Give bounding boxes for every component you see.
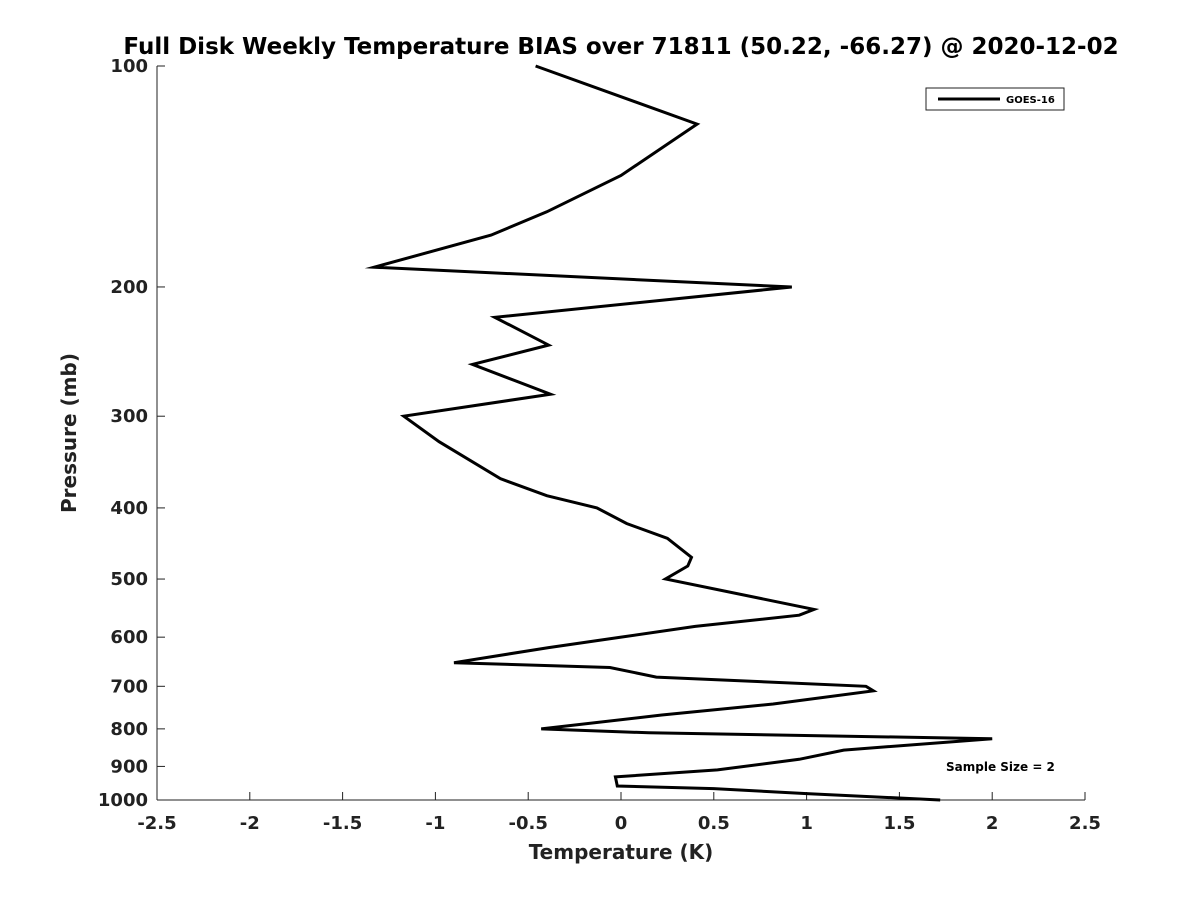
- y-tick-label: 1000: [98, 790, 148, 811]
- sample-size-annotation: Sample Size = 2: [946, 760, 1055, 774]
- y-tick-label: 300: [110, 406, 148, 427]
- legend: GOES-16: [925, 87, 1065, 111]
- y-tick-label: 800: [110, 719, 148, 740]
- y-axis-ticks: 100 200 300 400 500 600 700 800 900 1000: [98, 56, 165, 811]
- y-axis-label: Pressure (mb): [57, 353, 81, 513]
- y-tick-label: 400: [110, 498, 148, 519]
- y-tick-label: 600: [110, 627, 148, 648]
- x-tick-label: -1: [425, 813, 445, 834]
- series-line-goes-16: [364, 64, 993, 802]
- chart-title: Full Disk Weekly Temperature BIAS over 7…: [123, 34, 1118, 60]
- y-tick-label: 100: [110, 56, 148, 77]
- x-tick-label: -0.5: [509, 813, 548, 834]
- x-tick-label: 2.5: [1069, 813, 1101, 834]
- legend-entry-goes-16: GOES-16: [1006, 95, 1055, 106]
- x-tick-label: 1: [800, 813, 813, 834]
- y-tick-label: 200: [110, 277, 148, 298]
- y-tick-label: 900: [110, 756, 148, 777]
- y-tick-label: 500: [110, 569, 148, 590]
- x-tick-label: 1.5: [883, 813, 915, 834]
- x-tick-label: -2: [240, 813, 260, 834]
- x-tick-label: -1.5: [323, 813, 362, 834]
- x-tick-label: 2: [986, 813, 999, 834]
- x-tick-label: 0: [615, 813, 628, 834]
- x-tick-label: 0.5: [698, 813, 730, 834]
- y-tick-label: 700: [110, 676, 148, 697]
- x-axis-ticks: -2.5 -2 -1.5 -1 -0.5 0 0.5 1 1.5 2 2.5: [137, 792, 1101, 834]
- series-layer: [364, 64, 993, 802]
- x-axis-label: Temperature (K): [529, 840, 714, 864]
- x-tick-label: -2.5: [137, 813, 176, 834]
